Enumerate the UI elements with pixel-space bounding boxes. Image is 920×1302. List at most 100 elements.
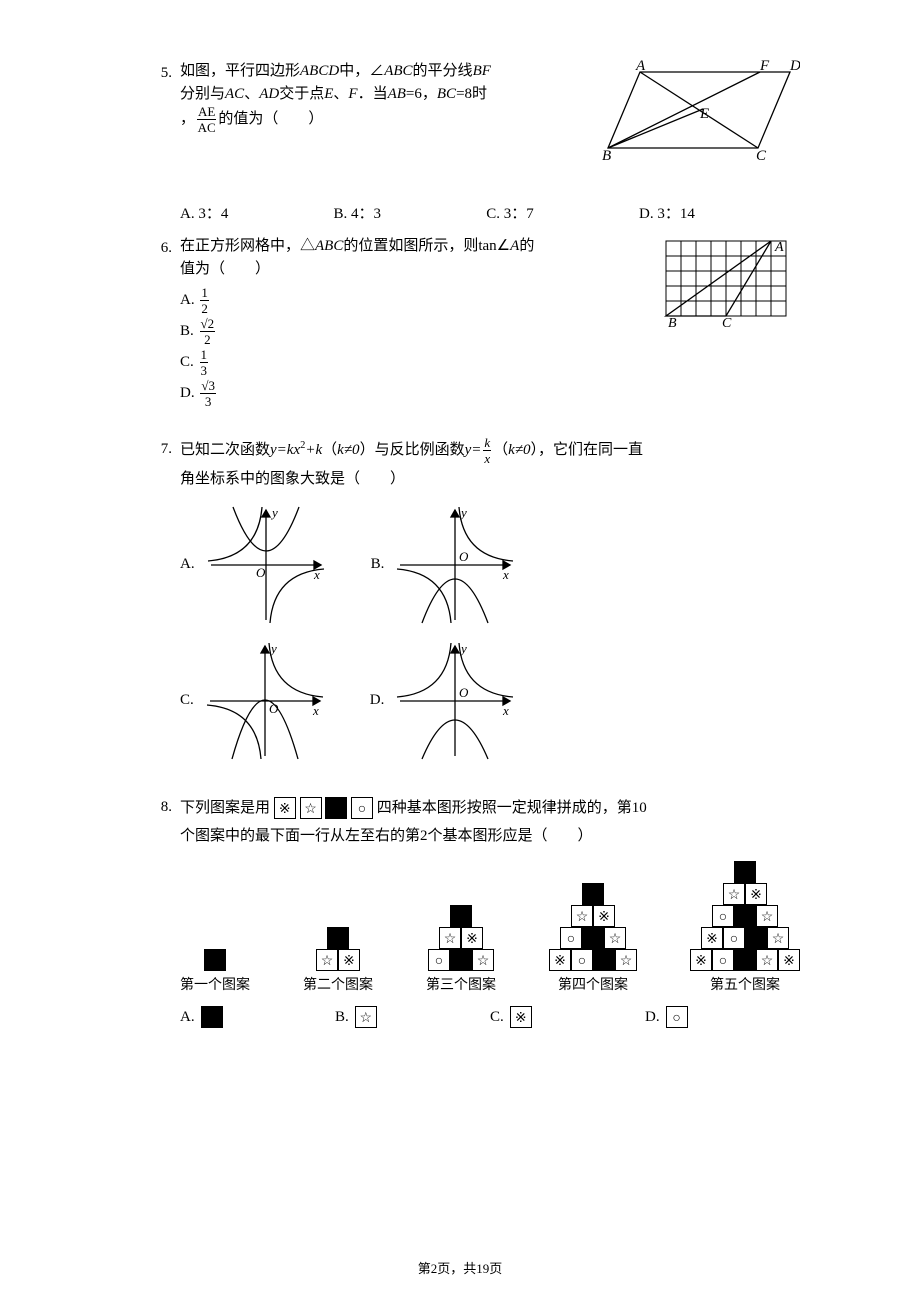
svg-text:O: O [459, 685, 469, 700]
q6-optB[interactable]: B. √22 [180, 317, 650, 346]
q7-kne0b: k≠0 [508, 442, 530, 458]
tile-star-icon: ☆ [756, 949, 778, 971]
q6-body: A B C 在正方形网格中，△ABC的位置如图所示，则tan∠A的 值为（ ） … [180, 235, 800, 408]
q5-c2: 、 [333, 86, 348, 102]
q5-eq6: =6， [406, 86, 437, 102]
tile-black-icon [582, 883, 604, 905]
tile-circle-icon: ○ [712, 905, 734, 927]
q7-frac-d: x [483, 451, 491, 465]
tile-cross-icon: ※ [338, 949, 360, 971]
q5-frac-d: AC [197, 120, 216, 134]
q5-abc: ABC [384, 63, 412, 79]
q8-optC[interactable]: C.※ [490, 1006, 645, 1029]
svg-text:O: O [459, 549, 469, 564]
q7-stem: 已知二次函数y=kx2+k（k≠0）与反比例函数y=kx（k≠0），它们在同一直… [180, 436, 800, 494]
q5-optA[interactable]: A. 3：4 [180, 203, 296, 226]
q8-t2: 四种基本图形按照一定规律拼成的，第10 [377, 800, 647, 816]
q7-p4: ），它们在同一直 [531, 442, 644, 458]
q6-t2: 的位置如图所示，则tan∠ [343, 238, 510, 254]
q5-e: E [324, 86, 333, 102]
q6-optA[interactable]: A. 12 [180, 286, 650, 315]
page-footer: 第2页，共19页 [0, 1259, 920, 1279]
q6-t1: 在正方形网格中，△ [180, 238, 315, 254]
q6-C-lbl: C. [180, 354, 194, 370]
tile-circle-icon: ○ [723, 927, 745, 949]
q7-optB[interactable]: B. O x y [371, 500, 521, 630]
q8-optA[interactable]: A. [180, 1006, 335, 1029]
q5-optC[interactable]: C. 3：7 [486, 203, 601, 226]
q8-t3: 个图案中的最下面一行从左至右的第2个基本图形应是（ ） [180, 828, 593, 844]
q6-optD[interactable]: D. √33 [180, 379, 650, 408]
svg-text:O: O [269, 701, 279, 716]
q5-t8: 的值为（ ） [218, 111, 323, 127]
q8-optD[interactable]: D.○ [645, 1006, 800, 1029]
q8-A-lbl: A. [180, 1006, 195, 1029]
svg-text:x: x [313, 567, 320, 582]
tile-cross-icon: ※ [549, 949, 571, 971]
svg-text:y: y [459, 505, 467, 520]
tile-circle-icon: ○ [712, 949, 734, 971]
q8-optB[interactable]: B.☆ [335, 1006, 490, 1029]
svg-text:A: A [635, 60, 646, 74]
q8-stem: 下列图案是用 ※ ☆ ○ 四种基本图形按照一定规律拼成的，第10 个图案中的最下… [180, 794, 800, 851]
svg-text:E: E [699, 106, 709, 122]
q6-a: A [510, 238, 519, 254]
q7-graph-B: O x y [390, 500, 520, 630]
q8-D-lbl: D. [645, 1006, 660, 1029]
tile-star-icon: ☆ [439, 927, 461, 949]
q5-bc: BC [437, 86, 456, 102]
tile-star-icon: ☆ [723, 883, 745, 905]
q7-row1: A. O x y [180, 500, 800, 630]
tile-cross-icon: ※ [461, 927, 483, 949]
tile-black-icon [327, 927, 349, 949]
q7-p3: （ [493, 442, 508, 458]
q5-t4: 分别与 [180, 86, 225, 102]
q6-t4: 值为（ ） [180, 261, 270, 277]
q7-optC[interactable]: C. O x y [180, 636, 330, 766]
pyramid-4: ☆※ ○☆ ※○☆ 第四个图案 [549, 883, 637, 996]
q8-B-lbl: B. [335, 1006, 349, 1029]
q7-number: 7. [140, 436, 180, 461]
q5-optB[interactable]: B. 4：3 [334, 203, 449, 226]
p1-label: 第一个图案 [180, 975, 250, 996]
problem-6: 6. A B C 在正方形网格中，△ABC的位置如图所示，则tan∠A的 值为（… [140, 235, 800, 408]
svg-text:A: A [774, 240, 784, 255]
legend-cross-icon: ※ [274, 797, 296, 819]
svg-text:y: y [459, 641, 467, 656]
q5-ab: AB [388, 86, 406, 102]
q5-t5: 交于点 [279, 86, 324, 102]
q6-A-lbl: A. [180, 292, 195, 308]
q5-optD[interactable]: D. 3：14 [639, 203, 762, 226]
tile-black-icon [582, 927, 604, 949]
q7-optA[interactable]: A. O x y [180, 500, 331, 630]
tile-black-icon [450, 905, 472, 927]
tile-black-icon [745, 927, 767, 949]
tile-circle-icon: ○ [428, 949, 450, 971]
legend-circle-icon: ○ [351, 797, 373, 819]
q5-t2: 中，∠ [339, 63, 384, 79]
pyramid-2: ☆※ 第二个图案 [303, 927, 373, 996]
q7-graph-D: O x y [390, 636, 520, 766]
tile-star-icon: ☆ [472, 949, 494, 971]
problem-8: 8. 下列图案是用 ※ ☆ ○ 四种基本图形按照一定规律拼成的，第10 个图案中… [140, 794, 800, 1029]
p2-label: 第二个图案 [303, 975, 373, 996]
q7-optD[interactable]: D. O x y [370, 636, 521, 766]
tile-cross-icon: ※ [593, 905, 615, 927]
q5-ad: AD [259, 86, 279, 102]
q7-graph-C: O x y [200, 636, 330, 766]
page: 5. A F D B C E 如图，平行四边 [0, 0, 920, 1302]
svg-text:C: C [722, 316, 732, 330]
q6-B-d: 2 [200, 332, 216, 346]
tile-star-icon: ☆ [316, 949, 338, 971]
tile-star-icon: ☆ [571, 905, 593, 927]
tile-circle-icon: ○ [560, 927, 582, 949]
q6-optC[interactable]: C. 13 [180, 348, 650, 377]
q5-c1: 、 [244, 86, 259, 102]
svg-text:O: O [256, 565, 266, 580]
legend-black-icon [325, 797, 347, 819]
problem-5: 5. A F D B C E 如图，平行四边 [140, 60, 800, 225]
q6-D-n: √3 [200, 379, 216, 394]
q6-number: 6. [140, 235, 180, 260]
q7-yk: y=kx [270, 442, 300, 458]
q7-plusk: +k [305, 442, 322, 458]
